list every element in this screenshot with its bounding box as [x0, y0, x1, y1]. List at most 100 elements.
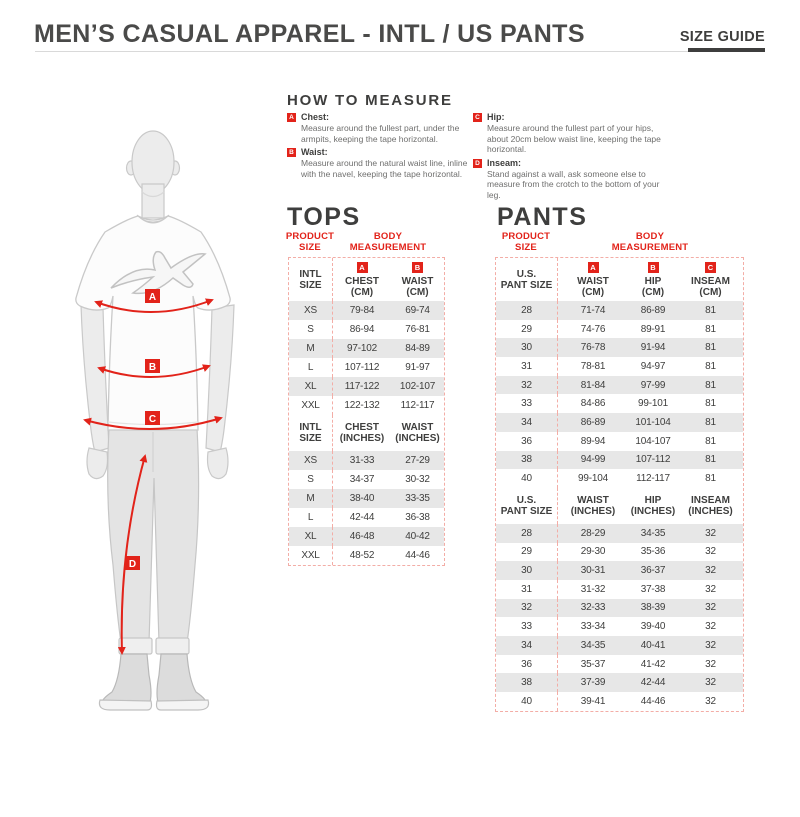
table-cell-inseam: 32	[705, 658, 716, 670]
table-cell-size: 32	[496, 375, 558, 395]
table-row: S 34-37 30-32	[289, 470, 444, 489]
table-row: 31 78-81 94-97 81	[496, 357, 743, 376]
measurement-figure-illustration: A B C D	[75, 130, 235, 711]
table-cell-waist: 33-35	[405, 493, 430, 504]
table-cell-inseam: 32	[705, 695, 716, 707]
measure-column-left: A Chest: Measure around the fullest part…	[287, 112, 469, 182]
inseam-badge-icon: C	[705, 261, 716, 273]
table-cell-size: XXL	[289, 546, 333, 565]
hip-badge-icon: C	[473, 113, 482, 122]
table-cell-size: 34	[496, 636, 558, 655]
table-cell-hip: 37-38	[640, 583, 666, 595]
table-row: XXL 122-132 112-117	[289, 396, 444, 415]
page-title: MEN’S CASUAL APPAREL - INTL / US PANTS	[34, 20, 585, 48]
measurement-badges: A B C D	[125, 289, 160, 570]
pants-inches-rows: 28 28-29 34-35 32 29 29-30 35-36 32 30 3…	[496, 523, 743, 711]
table-cell-inseam: 32	[705, 565, 716, 577]
table-cell-hip: 35-36	[640, 546, 666, 558]
pants-in-inseam-header: INSEAM (INCHES)	[688, 494, 733, 517]
table-cell-waist: 78-81	[580, 360, 606, 372]
table-cell-waist: 34-35	[580, 639, 606, 651]
table-row: 36 89-94 104-107 81	[496, 431, 743, 451]
table-cell-size: 38	[496, 673, 558, 693]
chest-arrow	[94, 298, 214, 313]
table-cell-inseam: 32	[705, 639, 716, 651]
table-cell-waist: 27-29	[405, 455, 430, 466]
table-cell-hip: 42-44	[640, 677, 666, 689]
table-cell-inseam: 81	[705, 435, 716, 447]
table-cell-inseam: 32	[705, 621, 716, 633]
table-cell-size: 31	[496, 579, 558, 599]
table-cell-hip: 91-94	[640, 342, 666, 354]
table-row: 33 33-34 39-40 32	[496, 617, 743, 636]
pants-cm-inseam-header: C INSEAM (CM)	[691, 261, 730, 298]
waist-arrow	[97, 364, 211, 379]
pants-cm-rows: 28 71-74 86-89 81 29 74-76 89-91 81 30 7…	[496, 301, 743, 488]
table-cell-size: 36	[496, 654, 558, 674]
table-cell-inseam: 32	[705, 527, 716, 539]
table-cell-inseam: 81	[705, 473, 716, 485]
table-cell-chest: 86-94	[349, 324, 375, 335]
table-cell-waist: 84-86	[580, 398, 606, 410]
chest-badge-icon: A	[287, 113, 296, 122]
table-row: XL 117-122 102-107	[289, 377, 444, 396]
table-cell-hip: 89-91	[640, 323, 666, 335]
pants-body-measurement-group-label: BODY MEASUREMENT	[611, 231, 689, 253]
table-cell-waist: 29-30	[580, 546, 606, 558]
table-row: 36 35-37 41-42 32	[496, 654, 743, 674]
table-cell-waist: 91-97	[405, 362, 430, 373]
table-cell-hip: 39-40	[640, 621, 666, 633]
size-guide-tab[interactable]: SIZE GUIDE	[679, 29, 765, 45]
table-cell-size: S	[289, 470, 333, 489]
table-cell-chest: 42-44	[349, 512, 375, 523]
table-cell-size: S	[289, 320, 333, 339]
tops-cm-header-row: INTL SIZE A CHEST (CM) B WAIST (CM)	[289, 258, 444, 301]
brand-logo	[110, 250, 207, 295]
tops-in-size-header: INTL SIZE	[289, 415, 333, 451]
measure-column-right: C Hip: Measure around the fullest part o…	[473, 112, 663, 203]
table-row: XS 79-84 69-74	[289, 301, 444, 320]
table-cell-size: XL	[289, 527, 333, 546]
table-cell-hip: 99-101	[638, 398, 668, 410]
table-cell-waist: 39-41	[580, 695, 606, 707]
tops-cm-rows: XS 79-84 69-74 S 86-94 76-81 M 97-102 84…	[289, 301, 444, 415]
table-cell-hip: 86-89	[640, 304, 666, 316]
table-row: 30 30-31 36-37 32	[496, 561, 743, 580]
table-cell-hip: 104-107	[635, 435, 671, 447]
measure-text: Measure around the natural waist line, i…	[301, 158, 468, 179]
measure-label: Inseam:	[487, 157, 522, 168]
table-cell-waist: 30-31	[580, 565, 606, 577]
table-cell-chest: 38-40	[349, 493, 375, 504]
table-row: 28 28-29 34-35 32	[496, 523, 743, 543]
table-row: 40 39-41 44-46 32	[496, 692, 743, 711]
table-cell-size: XS	[289, 451, 333, 470]
table-cell-inseam: 81	[705, 398, 716, 410]
table-cell-waist: 28-29	[580, 527, 606, 539]
table-cell-waist: 36-38	[405, 512, 430, 523]
table-cell-waist: 86-89	[580, 416, 606, 428]
tops-body-measurement-group-label: BODY MEASUREMENT	[349, 231, 427, 253]
table-row: 32 32-33 38-39 32	[496, 598, 743, 618]
tops-cm-waist-header: B WAIST (CM)	[401, 261, 434, 298]
table-cell-size: M	[289, 339, 333, 358]
table-cell-size: XXL	[289, 396, 333, 415]
table-cell-size: XS	[289, 301, 333, 320]
table-cell-hip: 97-99	[640, 379, 666, 391]
size-guide-underline	[688, 48, 765, 52]
table-cell-hip: 40-41	[640, 639, 666, 651]
mannequin-tshirt	[75, 214, 231, 431]
table-cell-inseam: 32	[705, 583, 716, 595]
table-cell-size: 32	[496, 598, 558, 618]
table-cell-waist: 30-32	[405, 474, 430, 485]
table-cell-inseam: 81	[705, 454, 716, 466]
table-row: 28 71-74 86-89 81	[496, 301, 743, 320]
table-cell-hip: 38-39	[640, 602, 666, 614]
table-cell-size: 40	[496, 692, 558, 711]
pants-heading: PANTS	[497, 203, 588, 231]
table-cell-chest: 97-102	[347, 343, 377, 354]
table-row: L 107-112 91-97	[289, 358, 444, 377]
table-cell-size: L	[289, 358, 333, 377]
pants-cm-size-header: U.S. PANT SIZE	[496, 258, 558, 301]
table-cell-inseam: 32	[705, 546, 716, 558]
table-row: XS 31-33 27-29	[289, 451, 444, 470]
